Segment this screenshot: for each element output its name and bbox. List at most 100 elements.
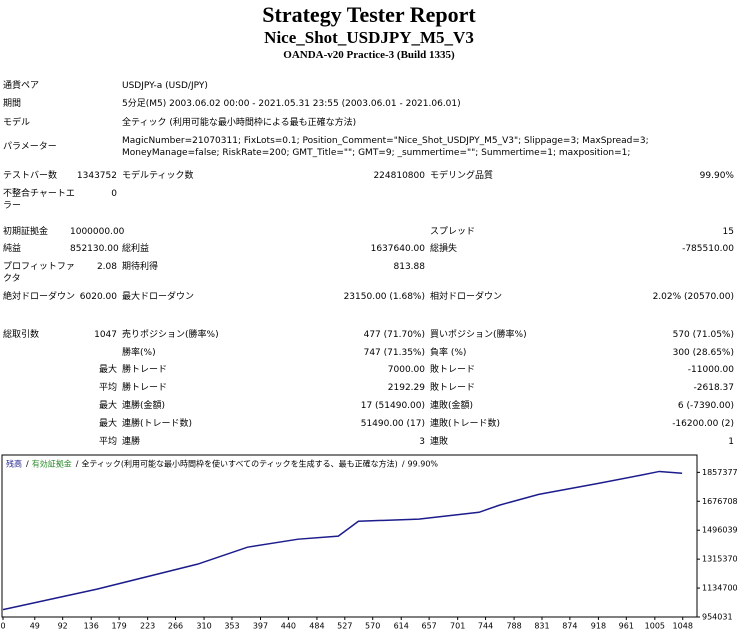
report-title: Strategy Tester Report — [262, 2, 476, 27]
stat-label: モデリング品質 — [430, 171, 494, 181]
x-tick-label: 744 — [478, 622, 493, 631]
x-tick-label: 440 — [281, 622, 296, 631]
stat-label: 敗トレード — [430, 365, 476, 375]
y-tick-label: 1496039 — [702, 526, 738, 535]
y-tick-label: 1134700 — [702, 584, 738, 593]
x-tick-label: 701 — [450, 622, 465, 631]
server-info: OANDA-v20 Practice-3 (Build 1335) — [283, 49, 455, 61]
info-label: パラメーター — [3, 142, 57, 152]
stat-value: 99.90% — [699, 171, 734, 181]
stat-value: 747 (71.35%) — [363, 348, 425, 358]
stat-value: 1000000.00 — [70, 227, 125, 237]
plot-frame — [1, 454, 698, 618]
stat-label: 初期証拠金 — [3, 227, 49, 237]
stat-value: 852130.00 — [70, 244, 119, 254]
stat-value: 15 — [722, 227, 734, 237]
stat-label: 総損失 — [430, 244, 458, 254]
stat-label: 勝トレード — [122, 383, 168, 393]
stat-value: 51490.00 (17) — [360, 419, 425, 429]
stat-value: -2618.37 — [693, 383, 734, 393]
stat-value: 17 (51490.00) — [360, 401, 425, 411]
stat-label: 総取引数 — [3, 330, 40, 340]
stat-value: 1 — [728, 437, 734, 447]
stat-value: 224810800 — [373, 171, 425, 181]
stat-value: 570 (71.05%) — [672, 330, 734, 340]
stat-value: 23150.00 (1.68%) — [343, 292, 425, 302]
stat-label: 買いポジション(勝率%) — [430, 330, 527, 340]
legend-separator: / — [76, 460, 79, 469]
stat-value: 2.08 — [96, 262, 117, 272]
y-tick-label: 1315370 — [702, 555, 738, 564]
stat-label: 負率 (%) — [430, 348, 467, 358]
stat-value: 2192.29 — [387, 383, 425, 393]
stat-label: モデルティック数 — [122, 171, 194, 181]
info-label: モデル — [3, 118, 31, 128]
x-tick-label: 92 — [58, 622, 68, 631]
legend-entry: 99.90% — [408, 460, 439, 469]
info-value: USDJPY-a (USD/JPY) — [122, 81, 208, 91]
stat-label: 勝率(%) — [122, 348, 156, 358]
stat-value: -16200.00 (2) — [672, 419, 734, 429]
stat-label: 敗トレード — [430, 383, 476, 393]
x-tick-label: 223 — [140, 622, 155, 631]
stat-value: 300 (28.65%) — [672, 348, 734, 358]
info-label: 期間 — [3, 99, 22, 109]
x-tick-label: 831 — [534, 622, 549, 631]
stat-value: -11000.00 — [687, 365, 734, 375]
stat-label: 連敗 — [430, 437, 449, 447]
x-tick-label: 484 — [309, 622, 324, 631]
x-tick-label: 527 — [337, 622, 352, 631]
stat-value: 最大 — [98, 365, 117, 375]
stat-label: 売りポジション(勝率%) — [122, 330, 219, 340]
stat-label: 連勝(トレード数) — [122, 419, 193, 429]
stat-value: 7000.00 — [387, 365, 425, 375]
info-value: 全ティック (利用可能な最小時間枠による最も正確な方法) — [122, 118, 357, 128]
x-tick-label: 0 — [0, 622, 5, 631]
x-tick-label: 1005 — [645, 622, 665, 631]
stat-value: 3 — [419, 437, 425, 447]
x-tick-label: 657 — [421, 622, 436, 631]
info-label: 通貨ペア — [3, 81, 40, 91]
x-tick-label: 874 — [562, 622, 577, 631]
stat-value: 平均 — [98, 437, 117, 447]
x-tick-label: 397 — [253, 622, 268, 631]
stat-label: 最大ドローダウン — [122, 292, 195, 302]
x-tick-label: 788 — [506, 622, 521, 631]
stat-label: 連勝 — [122, 437, 141, 447]
x-tick-label: 310 — [196, 622, 211, 631]
x-tick-label: 918 — [591, 622, 606, 631]
balance-line — [2, 470, 683, 611]
x-tick-label: 266 — [168, 622, 183, 631]
stat-value: -785510.00 — [682, 244, 734, 254]
legend-entry: 有効証拠金 — [32, 459, 72, 469]
stat-label: 期待利得 — [122, 262, 159, 272]
y-tick-label: 954031 — [702, 613, 733, 622]
legend-entry: 残高 — [6, 459, 22, 469]
x-tick-label: 136 — [84, 622, 99, 631]
legend-entry: 全ティック(利用可能な最小時間枠を使いすべてのティックを生成する、最も正確な方法… — [81, 459, 397, 469]
stat-value: 1047 — [94, 330, 117, 340]
stat-value: 最大 — [98, 419, 117, 429]
legend-separator: / — [26, 460, 29, 469]
stat-label: スプレッド — [430, 227, 476, 237]
stat-label: 連勝(金額) — [122, 401, 166, 411]
stat-value: 1637640.00 — [370, 244, 425, 254]
stat-value: 1343752 — [76, 171, 117, 181]
x-tick-label: 961 — [619, 622, 634, 631]
stat-label: テストバー数 — [3, 171, 58, 181]
report-subtitle: Nice_Shot_USDJPY_M5_V3 — [264, 28, 474, 47]
stat-label: 連敗(金額) — [430, 401, 474, 411]
stat-label: 絶対ドローダウン — [3, 292, 76, 302]
stat-value: 6020.00 — [79, 292, 117, 302]
stat-value: 2.02% (20570.00) — [652, 292, 734, 302]
y-tick-label: 1857377 — [702, 468, 738, 477]
info-value: 5分足(M5) 2003.06.02 00:00 - 2021.05.31 23… — [122, 99, 461, 109]
info-value: MagicNumber=21070311; FixLots=0.1; Posit… — [122, 136, 649, 158]
x-tick-label: 570 — [365, 622, 380, 631]
stat-label: 勝トレード — [122, 365, 168, 375]
stat-label: 不整合チャートエラー — [3, 189, 75, 211]
x-tick-label: 614 — [394, 622, 409, 631]
stat-value: 813.88 — [393, 262, 426, 272]
stat-value: 6 (-7390.00) — [677, 401, 734, 411]
